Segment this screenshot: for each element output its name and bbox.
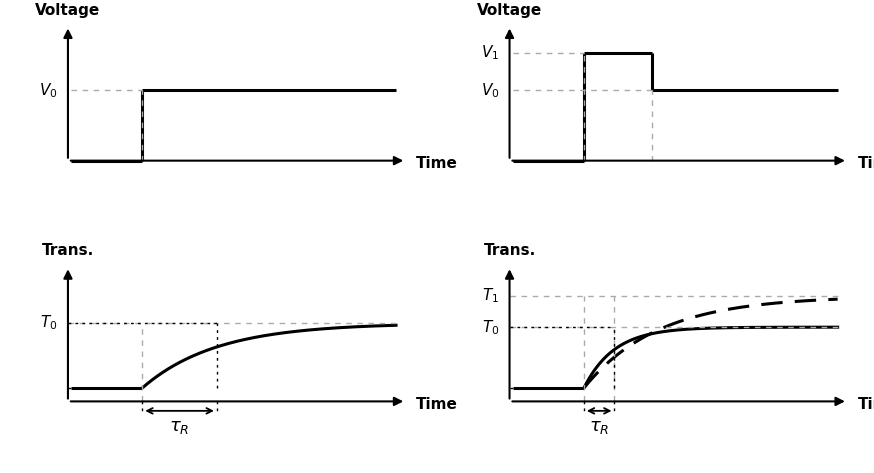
Text: Voltage: Voltage xyxy=(477,2,542,18)
Text: Time: Time xyxy=(416,396,458,412)
Text: Trans.: Trans. xyxy=(483,243,536,258)
Text: $\tau_R$: $\tau_R$ xyxy=(170,418,190,436)
Text: $T_1$: $T_1$ xyxy=(482,287,499,306)
Text: $V_0$: $V_0$ xyxy=(481,81,499,100)
Text: Time: Time xyxy=(858,396,874,412)
Text: Trans.: Trans. xyxy=(42,243,94,258)
Text: Time: Time xyxy=(858,156,874,171)
Text: $T_0$: $T_0$ xyxy=(40,314,58,333)
Text: $\tau_R$: $\tau_R$ xyxy=(589,418,609,436)
Text: Time: Time xyxy=(416,156,458,171)
Text: Voltage: Voltage xyxy=(35,2,101,18)
Text: $V_0$: $V_0$ xyxy=(39,81,58,100)
Text: $V_1$: $V_1$ xyxy=(482,44,499,62)
Text: $T_0$: $T_0$ xyxy=(482,318,499,336)
